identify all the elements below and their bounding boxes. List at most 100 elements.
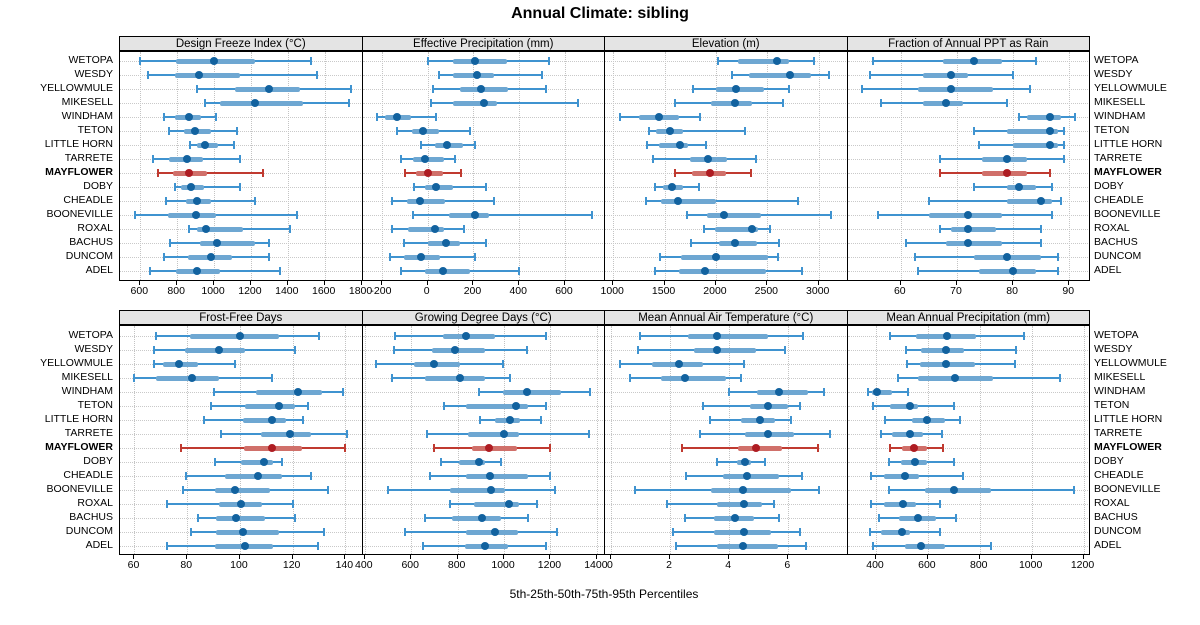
- whisker-cap-high: [307, 402, 310, 410]
- whisker-cap-high: [270, 374, 273, 382]
- median-dot: [392, 113, 401, 121]
- interquartile-band: [449, 212, 490, 218]
- x-axis-tick-label: 400: [509, 285, 527, 297]
- x-axis-tick-label: 1000: [491, 559, 515, 571]
- whisker-cap-high: [1012, 71, 1015, 79]
- row-label-right: WESDY: [1094, 343, 1133, 355]
- gridline-vertical: [1031, 326, 1033, 554]
- interquartile-band: [219, 100, 303, 106]
- percentile-whisker: [646, 200, 798, 202]
- median-dot: [214, 346, 223, 354]
- whisker-cap-high: [799, 402, 802, 410]
- median-dot: [763, 402, 772, 410]
- whisker-cap-low: [674, 542, 677, 550]
- x-axis-tick-label: 90: [1062, 285, 1075, 297]
- row-label-left: TARRETE: [64, 152, 113, 164]
- whisker-cap-low: [629, 374, 632, 382]
- whisker-cap-high: [469, 127, 472, 135]
- row-label-left: TARRETE: [64, 427, 113, 439]
- whisker-cap-low: [156, 169, 159, 177]
- interquartile-band: [473, 501, 520, 507]
- median-dot: [742, 472, 751, 480]
- whisker-cap-high: [587, 430, 590, 438]
- whisker-cap-low: [412, 183, 415, 191]
- whisker-cap-low: [731, 71, 734, 79]
- median-dot: [455, 374, 464, 382]
- gridline-vertical: [664, 52, 666, 280]
- gridline-vertical: [427, 52, 429, 280]
- x-axis-tick-label: 1000: [201, 285, 225, 297]
- row-label-right: LITTLE HORN: [1094, 413, 1163, 425]
- median-dot: [731, 239, 740, 247]
- x-axis-tick-label: 1400: [275, 285, 299, 297]
- x-axis-tick: [344, 555, 346, 559]
- row-label-left: BACHUS: [69, 511, 113, 523]
- whisker-cap-high: [800, 472, 803, 480]
- interquartile-band: [502, 389, 561, 395]
- whisker-cap-high: [959, 416, 962, 424]
- whisker-cap-low: [212, 388, 215, 396]
- median-dot: [474, 458, 483, 466]
- interquartile-band: [175, 72, 240, 78]
- whisker-cap-low: [167, 127, 170, 135]
- whisker-cap-low: [877, 211, 880, 219]
- median-dot: [941, 99, 950, 107]
- median-dot: [704, 155, 713, 163]
- whisker-cap-high: [784, 346, 787, 354]
- whisker-cap-low: [391, 197, 394, 205]
- x-axis-tick-label: 1000: [1018, 559, 1043, 571]
- gridline-vertical: [876, 326, 878, 554]
- whisker-cap-high: [459, 169, 462, 177]
- median-dot: [738, 542, 747, 550]
- median-dot: [700, 267, 709, 275]
- median-dot: [523, 388, 532, 396]
- row-label-left: MIKESELL: [61, 96, 113, 108]
- whisker-cap-high: [554, 486, 557, 494]
- row-label-right: BACHUS: [1094, 511, 1138, 523]
- gridline-horizontal: [847, 532, 1090, 533]
- x-axis-tick: [238, 555, 240, 559]
- row-label-left: WESDY: [74, 343, 113, 355]
- whisker-cap-low: [672, 528, 675, 536]
- panel-header: Growing Degree Days (°C): [361, 310, 605, 325]
- median-dot: [943, 332, 952, 340]
- whisker-cap-high: [294, 514, 297, 522]
- whisker-cap-low: [188, 225, 191, 233]
- median-dot: [913, 514, 922, 522]
- median-dot: [479, 99, 488, 107]
- whisker-cap-low: [889, 444, 892, 452]
- whisker-cap-low: [972, 183, 975, 191]
- median-dot: [739, 528, 748, 536]
- whisker-cap-low: [685, 211, 688, 219]
- panel-plot: [119, 325, 363, 555]
- interquartile-band: [680, 254, 768, 260]
- median-dot: [964, 225, 973, 233]
- interquartile-band: [737, 58, 790, 64]
- gridline-vertical: [788, 326, 790, 554]
- median-dot: [235, 332, 244, 340]
- median-dot: [481, 542, 490, 550]
- median-dot: [195, 71, 204, 79]
- row-label-right: TARRETE: [1094, 427, 1143, 439]
- whisker-cap-high: [755, 155, 758, 163]
- gridline-vertical: [177, 52, 179, 280]
- whisker-cap-high: [781, 99, 784, 107]
- whisker-cap-high: [749, 169, 752, 177]
- gridline-horizontal: [605, 117, 847, 118]
- median-dot: [470, 57, 479, 65]
- median-dot: [416, 253, 425, 261]
- x-axis-tick: [186, 555, 188, 559]
- whisker-cap-low: [146, 71, 149, 79]
- whisker-cap-high: [236, 127, 239, 135]
- whisker-cap-high: [697, 183, 700, 191]
- row-label-right: ADEL: [1094, 264, 1122, 276]
- interquartile-band: [723, 473, 780, 479]
- whisker-cap-high: [544, 85, 547, 93]
- whisker-cap-low: [880, 430, 883, 438]
- whisker-cap-low: [897, 374, 900, 382]
- median-dot: [438, 267, 447, 275]
- x-axis-tick: [363, 555, 365, 559]
- gridline-horizontal: [362, 145, 605, 146]
- median-dot: [230, 486, 239, 494]
- gridline-horizontal: [362, 131, 605, 132]
